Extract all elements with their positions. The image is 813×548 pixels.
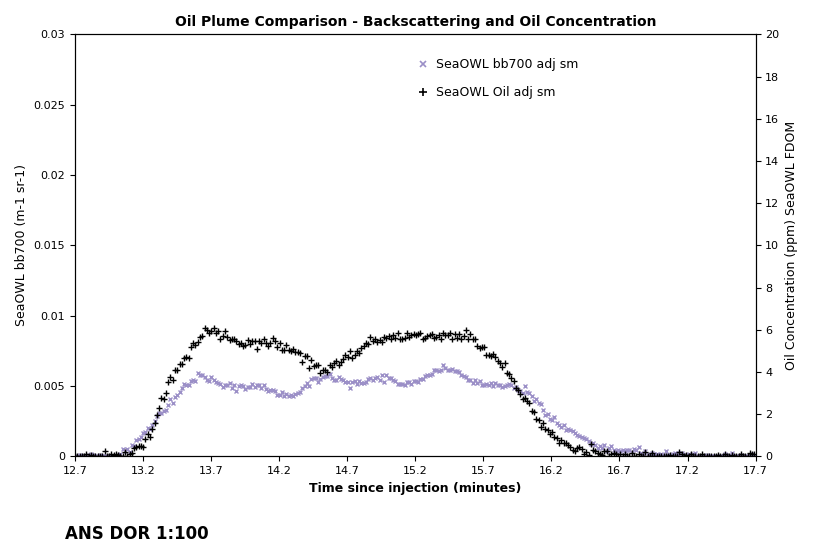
SeaOWL bb700 adj sm — [479, 382, 489, 389]
SeaOWL bb700 adj sm — [70, 452, 80, 459]
Y-axis label: SeaOWL bb700 (m-1 sr-1): SeaOWL bb700 (m-1 sr-1) — [15, 164, 28, 327]
Text: ANS DOR 1:100: ANS DOR 1:100 — [65, 524, 209, 543]
SeaOWL bb700 adj sm — [477, 381, 487, 388]
SeaOWL bb700 adj sm — [647, 450, 657, 456]
X-axis label: Time since injection (minutes): Time since injection (minutes) — [309, 482, 521, 495]
SeaOWL bb700 adj sm — [438, 362, 448, 368]
SeaOWL Oil adj sm — [72, 453, 82, 460]
SeaOWL bb700 adj sm — [79, 453, 89, 460]
Y-axis label: Oil Concentration (ppm) SeaOWL FDOM: Oil Concentration (ppm) SeaOWL FDOM — [785, 121, 798, 370]
Title: Oil Plume Comparison - Backscattering and Oil Concentration: Oil Plume Comparison - Backscattering an… — [175, 15, 656, 29]
SeaOWL Oil adj sm — [477, 344, 487, 350]
SeaOWL bb700 adj sm — [490, 380, 500, 386]
Legend: SeaOWL bb700 adj sm, SeaOWL Oil adj sm: SeaOWL bb700 adj sm, SeaOWL Oil adj sm — [411, 53, 584, 104]
Line: SeaOWL Oil adj sm: SeaOWL Oil adj sm — [72, 324, 758, 459]
SeaOWL Oil adj sm — [70, 453, 80, 460]
SeaOWL Oil adj sm — [750, 450, 759, 457]
SeaOWL bb700 adj sm — [690, 450, 700, 456]
SeaOWL Oil adj sm — [645, 453, 654, 460]
SeaOWL bb700 adj sm — [72, 453, 82, 459]
Line: SeaOWL bb700 adj sm: SeaOWL bb700 adj sm — [72, 362, 757, 459]
SeaOWL Oil adj sm — [475, 345, 485, 351]
SeaOWL Oil adj sm — [689, 453, 698, 459]
SeaOWL bb700 adj sm — [750, 453, 759, 460]
SeaOWL Oil adj sm — [489, 351, 498, 357]
SeaOWL Oil adj sm — [200, 324, 210, 331]
